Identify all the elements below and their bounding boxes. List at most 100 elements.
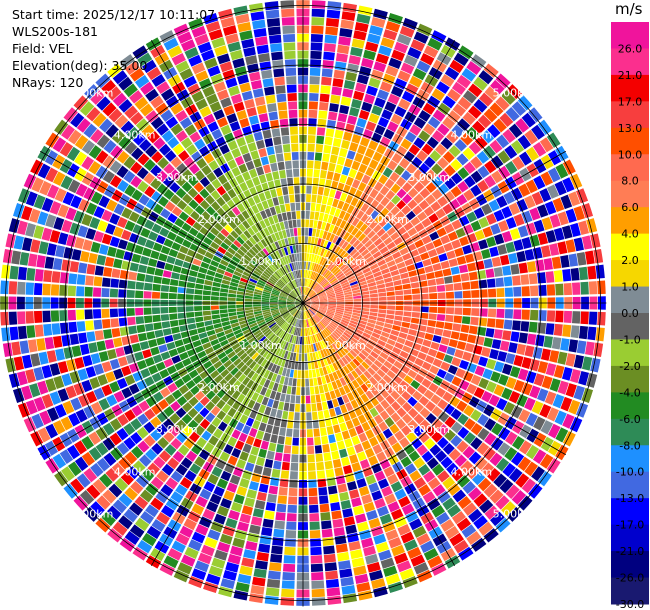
velocity-gate bbox=[386, 370, 396, 379]
velocity-gate bbox=[435, 321, 445, 329]
velocity-gate bbox=[54, 471, 69, 487]
velocity-gate bbox=[485, 327, 495, 338]
velocity-gate bbox=[462, 290, 471, 299]
velocity-gate bbox=[124, 531, 140, 545]
velocity-gate bbox=[560, 255, 570, 268]
velocity-gate bbox=[331, 255, 339, 263]
velocity-gate bbox=[341, 430, 351, 440]
velocity-gate bbox=[305, 319, 308, 328]
velocity-gate bbox=[324, 562, 338, 572]
velocity-gate bbox=[280, 419, 288, 428]
velocity-gate bbox=[470, 170, 483, 183]
velocity-gate bbox=[286, 385, 292, 395]
velocity-gate bbox=[141, 468, 155, 482]
velocity-gate bbox=[306, 194, 312, 203]
velocity-gate bbox=[364, 447, 375, 458]
velocity-gate bbox=[329, 103, 339, 113]
velocity-gate bbox=[442, 497, 456, 511]
velocity-gate bbox=[320, 85, 331, 94]
velocity-gate bbox=[529, 309, 539, 321]
velocity-gate bbox=[308, 318, 313, 327]
velocity-gate bbox=[481, 248, 491, 259]
velocity-gate bbox=[323, 144, 332, 154]
velocity-gate bbox=[468, 325, 478, 335]
velocity-gate bbox=[468, 105, 482, 119]
velocity-gate bbox=[420, 293, 429, 300]
velocity-gate bbox=[552, 197, 565, 212]
velocity-gate bbox=[517, 225, 529, 238]
velocity-gate bbox=[232, 537, 245, 549]
velocity-gate bbox=[373, 328, 382, 335]
velocity-gate bbox=[289, 334, 294, 343]
velocity-gate bbox=[210, 405, 221, 416]
velocity-gate bbox=[513, 239, 524, 251]
velocity-gate bbox=[485, 268, 495, 279]
velocity-gate bbox=[393, 279, 402, 286]
velocity-gate bbox=[330, 279, 339, 286]
velocity-gate bbox=[345, 524, 358, 535]
velocity-gate bbox=[327, 297, 336, 300]
velocity-gate bbox=[243, 367, 252, 376]
velocity-gate bbox=[537, 119, 552, 135]
velocity-gate bbox=[410, 282, 420, 289]
velocity-gate bbox=[278, 366, 284, 376]
velocity-gate bbox=[256, 333, 265, 341]
velocity-gate bbox=[315, 313, 323, 319]
velocity-gate bbox=[417, 245, 427, 255]
velocity-gate bbox=[288, 377, 293, 386]
velocity-gate bbox=[196, 380, 207, 390]
velocity-gate bbox=[354, 367, 363, 376]
velocity-gate bbox=[124, 487, 138, 501]
velocity-gate bbox=[289, 369, 294, 378]
velocity-gate bbox=[543, 258, 553, 271]
velocity-gate bbox=[120, 471, 135, 486]
velocity-gate bbox=[562, 324, 572, 338]
velocity-gate bbox=[236, 459, 247, 470]
velocity-gate bbox=[425, 169, 437, 181]
velocity-gate bbox=[418, 162, 430, 175]
velocity-gate bbox=[201, 385, 211, 396]
velocity-gate bbox=[478, 70, 494, 85]
velocity-gate bbox=[346, 392, 355, 402]
velocity-gate bbox=[288, 487, 298, 497]
velocity-gate bbox=[346, 150, 356, 160]
velocity-gate bbox=[511, 156, 525, 171]
velocity-gate bbox=[444, 164, 456, 177]
velocity-gate bbox=[317, 342, 322, 351]
velocity-gate bbox=[270, 408, 277, 418]
velocity-gate bbox=[128, 383, 140, 395]
velocity-gate bbox=[52, 420, 66, 435]
velocity-gate bbox=[344, 310, 353, 315]
velocity-gate bbox=[136, 426, 149, 439]
velocity-gate bbox=[321, 280, 329, 287]
velocity-gate bbox=[389, 171, 400, 183]
colorbar-tick-label: -6.0 bbox=[619, 413, 640, 426]
velocity-gate bbox=[383, 237, 393, 246]
velocity-gate bbox=[198, 516, 212, 528]
velocity-gate bbox=[260, 358, 268, 368]
velocity-gate bbox=[191, 443, 203, 455]
velocity-gate bbox=[428, 213, 439, 224]
velocity-gate bbox=[391, 442, 403, 454]
velocity-gate bbox=[201, 430, 212, 442]
velocity-gate bbox=[557, 351, 568, 365]
velocity-gate bbox=[306, 420, 313, 429]
velocity-gate bbox=[332, 362, 339, 371]
velocity-gate bbox=[315, 143, 324, 153]
velocity-gate bbox=[297, 310, 301, 319]
velocity-gate bbox=[306, 327, 309, 336]
velocity-gate bbox=[74, 440, 88, 455]
velocity-gate bbox=[350, 549, 363, 560]
velocity-gate bbox=[395, 305, 404, 311]
velocity-gate bbox=[394, 106, 407, 118]
velocity-gate bbox=[320, 320, 327, 327]
velocity-gate bbox=[329, 253, 336, 262]
velocity-gate bbox=[403, 375, 414, 385]
velocity-gate bbox=[145, 448, 158, 461]
velocity-gate bbox=[287, 420, 294, 429]
velocity-gate bbox=[315, 368, 321, 377]
velocity-gate bbox=[310, 50, 322, 60]
velocity-gate bbox=[348, 168, 358, 179]
colorbar-tick-label: 26.0 bbox=[618, 42, 643, 55]
velocity-gate bbox=[167, 382, 178, 393]
